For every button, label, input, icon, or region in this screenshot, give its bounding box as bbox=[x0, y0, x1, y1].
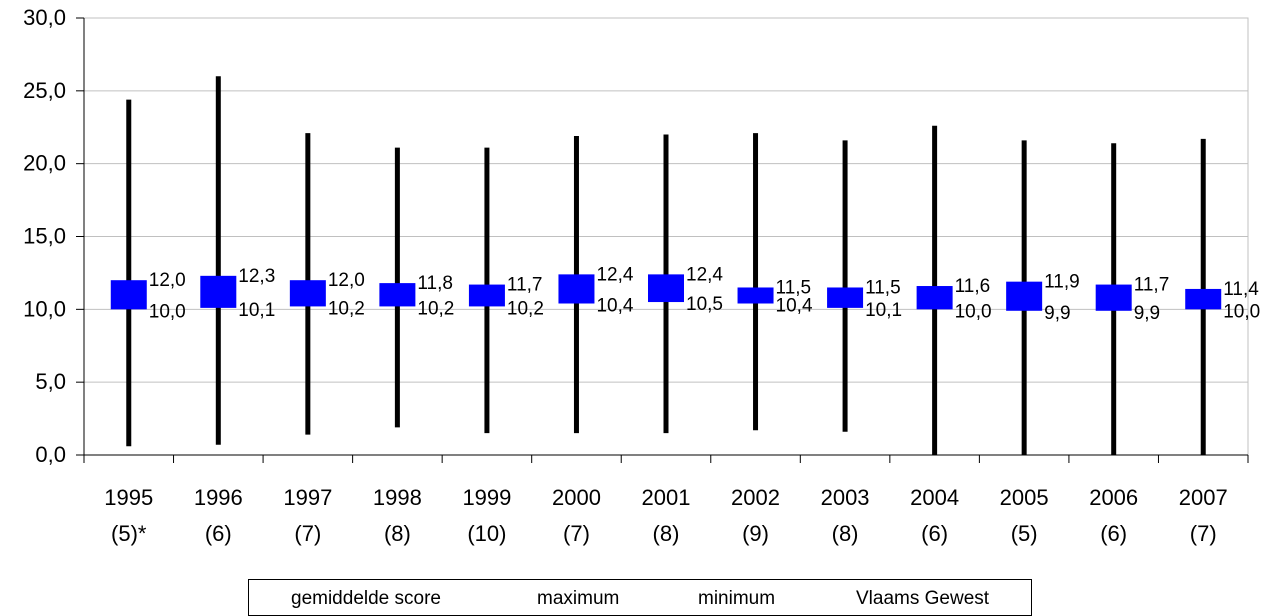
value-label-bottom: 10,2 bbox=[328, 298, 365, 319]
legend-item-maximum: maximum bbox=[537, 588, 620, 609]
x-tick-label: 2004 bbox=[910, 485, 959, 510]
value-label-bottom: 10,1 bbox=[238, 300, 275, 321]
x-tick-sublabel: (9) bbox=[742, 521, 769, 546]
value-label-top: 12,0 bbox=[149, 270, 186, 291]
x-tick-sublabel: (7) bbox=[563, 521, 590, 546]
y-tick-label: 30,0 bbox=[23, 5, 66, 30]
box bbox=[737, 287, 774, 304]
x-tick-label: 1999 bbox=[462, 485, 511, 510]
value-label-bottom: 9,9 bbox=[1134, 303, 1160, 324]
value-label-bottom: 10,4 bbox=[776, 296, 813, 317]
value-label-bottom: 10,1 bbox=[865, 300, 902, 321]
x-tick-label: 2002 bbox=[731, 485, 780, 510]
box bbox=[379, 283, 416, 307]
legend-item-vlaams-gewest: Vlaams Gewest bbox=[856, 588, 990, 609]
box bbox=[289, 280, 326, 307]
x-tick-label: 2003 bbox=[821, 485, 870, 510]
x-tick-sublabel: (5) bbox=[1011, 521, 1038, 546]
x-tick-sublabel: (8) bbox=[384, 521, 411, 546]
x-tick-sublabel: (6) bbox=[205, 521, 232, 546]
value-label-bottom: 9,9 bbox=[1044, 303, 1070, 324]
x-tick-label: 2005 bbox=[1000, 485, 1049, 510]
value-label-top: 12,4 bbox=[596, 264, 633, 285]
value-label-bottom: 10,2 bbox=[507, 298, 544, 319]
value-label-top: 11,4 bbox=[1223, 279, 1259, 300]
legend-item-minimum: minimum bbox=[698, 588, 776, 609]
x-tick-sublabel: (7) bbox=[1190, 521, 1217, 546]
x-tick-sublabel: (10) bbox=[467, 521, 506, 546]
value-label-top: 11,7 bbox=[507, 275, 543, 296]
x-tick-sublabel: (7) bbox=[294, 521, 321, 546]
y-tick-label: 20,0 bbox=[23, 151, 66, 176]
value-label-bottom: 10,4 bbox=[596, 296, 633, 317]
box bbox=[916, 286, 953, 310]
x-tick-label: 2001 bbox=[642, 485, 691, 510]
value-label-bottom: 10,5 bbox=[686, 294, 723, 315]
box bbox=[1095, 284, 1132, 311]
box bbox=[1185, 288, 1222, 310]
value-label-top: 12,4 bbox=[686, 264, 723, 285]
box bbox=[468, 284, 505, 307]
x-tick-sublabel: (8) bbox=[653, 521, 680, 546]
y-tick-label: 5,0 bbox=[35, 369, 66, 394]
x-tick-sublabel: (5)* bbox=[111, 521, 147, 546]
x-tick-sublabel: (6) bbox=[1100, 521, 1127, 546]
box bbox=[110, 280, 147, 310]
x-tick-label: 2007 bbox=[1179, 485, 1228, 510]
box bbox=[1006, 281, 1043, 311]
legend-item-gemiddelde-score: gemiddelde score bbox=[291, 588, 441, 609]
value-label-top: 11,8 bbox=[417, 273, 453, 294]
value-label-top: 11,9 bbox=[1044, 272, 1080, 293]
x-tick-label: 1998 bbox=[373, 485, 422, 510]
value-label-top: 11,6 bbox=[955, 276, 991, 297]
x-tick-sublabel: (6) bbox=[921, 521, 948, 546]
value-label-top: 12,3 bbox=[238, 266, 275, 287]
x-tick-sublabel: (8) bbox=[832, 521, 859, 546]
value-label-top: 11,5 bbox=[776, 277, 812, 298]
value-label-top: 12,0 bbox=[328, 270, 365, 291]
y-tick-label: 0,0 bbox=[35, 442, 66, 467]
x-tick-label: 1995 bbox=[104, 485, 153, 510]
x-tick-label: 1997 bbox=[283, 485, 332, 510]
chart-svg: 0,0 5,0 10,0 15,0 20,0 25,0 30,0 12,0 10,0 1995 (5… bbox=[23, 5, 1260, 546]
box bbox=[827, 287, 864, 308]
box bbox=[200, 275, 237, 308]
value-label-bottom: 10,0 bbox=[955, 301, 992, 322]
y-tick-label: 10,0 bbox=[23, 296, 66, 321]
value-label-bottom: 10,0 bbox=[149, 301, 186, 322]
box bbox=[648, 274, 684, 303]
value-label-top: 11,7 bbox=[1134, 275, 1170, 296]
x-tick-label: 2006 bbox=[1089, 485, 1138, 510]
value-label-bottom: 10,2 bbox=[417, 298, 454, 319]
x-tick-label: 2000 bbox=[552, 485, 601, 510]
value-label-top: 11,5 bbox=[865, 277, 901, 298]
x-tick-label: 1996 bbox=[194, 485, 243, 510]
y-tick-label: 25,0 bbox=[23, 78, 66, 103]
box bbox=[558, 274, 595, 304]
value-label-bottom: 10,0 bbox=[1223, 301, 1260, 322]
legend: gemiddelde score maximum minimum Vlaams … bbox=[248, 579, 1032, 616]
y-tick-label: 15,0 bbox=[23, 224, 66, 249]
